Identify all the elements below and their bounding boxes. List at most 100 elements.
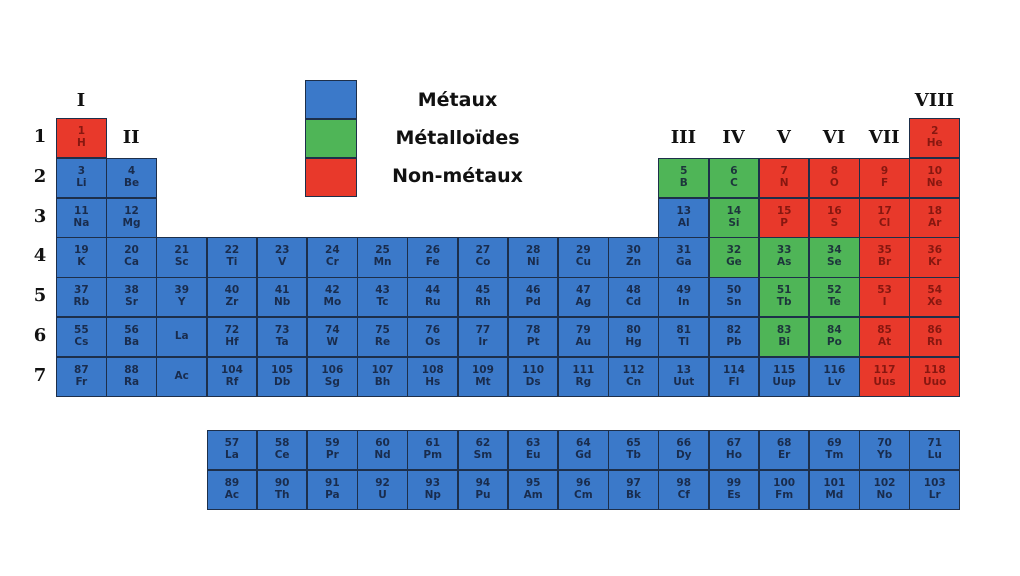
element-cell-s: 16 S xyxy=(809,197,860,238)
atomic-number: 32 xyxy=(726,244,742,257)
element-symbol: C xyxy=(730,176,738,189)
group-label-vii: VII xyxy=(868,127,900,148)
legend-label-metal: Métaux xyxy=(417,89,498,111)
element-cell-rb: 37 Rb xyxy=(56,277,107,318)
atomic-number: 46 xyxy=(525,284,541,297)
element-symbol: Ar xyxy=(928,216,942,229)
element-symbol: Zn xyxy=(625,256,642,269)
atomic-number: 31 xyxy=(676,244,692,257)
atomic-number: 30 xyxy=(626,244,641,257)
element-symbol: Si xyxy=(728,216,740,229)
atomic-number: 82 xyxy=(726,324,742,336)
element-cell-xe: 54 Xe xyxy=(909,277,961,318)
element-symbol: Se xyxy=(827,256,842,269)
element-cell-po: 84 Po xyxy=(809,317,860,358)
atomic-number: 65 xyxy=(626,437,641,449)
element-symbol: K xyxy=(77,256,86,269)
element-cell-v: 23 V xyxy=(256,237,308,278)
element-cell-os: 76 Os xyxy=(407,317,459,358)
element-symbol: Eu xyxy=(525,449,541,461)
element-symbol: Cr xyxy=(325,256,339,269)
element-cell-ce: 58 Ce xyxy=(256,430,308,471)
atomic-number: 109 xyxy=(471,363,494,376)
element-cell-ac: Ac xyxy=(156,356,208,398)
atomic-number: 24 xyxy=(325,244,340,257)
atomic-number: 4 xyxy=(127,164,136,177)
element-symbol: N xyxy=(779,176,789,189)
element-symbol: Er xyxy=(777,449,791,461)
element-cell-uut: 13 Uut xyxy=(658,356,710,398)
atomic-number: 78 xyxy=(525,324,541,336)
element-symbol: Pd xyxy=(525,296,541,309)
element-cell-la: 57 La xyxy=(206,430,258,471)
element-symbol: Xe xyxy=(927,296,943,309)
atomic-number: 48 xyxy=(626,284,641,297)
element-symbol: F xyxy=(880,176,889,189)
element-cell-ge: 32 Ge xyxy=(708,237,760,278)
element-symbol: He xyxy=(926,137,943,149)
element-cell-re: 75 Re xyxy=(357,317,408,358)
element-cell-sm: 62 Sm xyxy=(457,430,509,471)
element-cell-w: 74 W xyxy=(307,317,358,358)
element-cell-gd: 64 Gd xyxy=(558,430,609,471)
element-cell-ds: 110 Ds xyxy=(507,356,559,398)
atomic-number: 42 xyxy=(325,284,340,297)
element-cell-kr: 36 Kr xyxy=(909,237,961,278)
element-cell-au: 79 Au xyxy=(558,317,609,358)
element-symbol: Al xyxy=(677,216,690,229)
atomic-number: 56 xyxy=(124,324,139,336)
element-symbol: Ra xyxy=(123,375,140,388)
element-cell-ga: 31 Ga xyxy=(658,237,710,278)
element-cell-th: 90 Th xyxy=(256,470,308,511)
element-symbol: Cu xyxy=(575,256,591,269)
atomic-number: 106 xyxy=(321,363,344,376)
element-symbol: In xyxy=(678,296,690,309)
element-cell-ir: 77 Ir xyxy=(457,317,509,358)
element-symbol: Li xyxy=(76,176,87,189)
element-cell-ta: 73 Ta xyxy=(256,317,308,358)
element-symbol: Lr xyxy=(928,489,941,501)
element-cell-am: 95 Am xyxy=(507,470,559,511)
element-cell-uuo: 118 Uuo xyxy=(909,356,961,398)
element-cell-tb: 65 Tb xyxy=(608,430,659,471)
atomic-number: 20 xyxy=(124,244,139,257)
element-cell-yb: 70 Yb xyxy=(859,430,910,471)
atomic-number: 53 xyxy=(877,284,892,297)
atomic-number: 87 xyxy=(74,363,89,376)
element-cell-ne: 10 Ne xyxy=(909,157,961,199)
element-symbol: Cd xyxy=(625,296,642,309)
atomic-number: 6 xyxy=(730,164,738,177)
atomic-number: 5 xyxy=(680,164,688,177)
element-cell-in: 49 In xyxy=(658,277,710,318)
element-cell-pt: 78 Pt xyxy=(507,317,559,358)
atomic-number: 39 xyxy=(174,284,190,297)
element-cell-cr: 24 Cr xyxy=(307,237,358,278)
element-symbol: Re xyxy=(374,336,391,348)
atomic-number: 84 xyxy=(827,324,842,336)
group-label-i: I xyxy=(76,90,86,111)
group-label-vi: VI xyxy=(822,127,846,148)
element-symbol: O xyxy=(829,176,839,189)
atomic-number: 44 xyxy=(425,284,441,297)
element-symbol: Ge xyxy=(726,256,742,269)
element-symbol: Yb xyxy=(876,449,893,461)
element-symbol: Ru xyxy=(424,296,441,309)
element-symbol: Ho xyxy=(725,449,742,461)
element-cell-zn: 30 Zn xyxy=(608,237,659,278)
element-cell-dy: 66 Dy xyxy=(658,430,710,471)
element-symbol: Mn xyxy=(373,256,392,269)
element-symbol: Ti xyxy=(226,256,238,269)
element-symbol: Nb xyxy=(273,296,291,309)
element-symbol: Np xyxy=(424,489,441,501)
element-symbol: Uut xyxy=(673,375,695,388)
element-cell-p: 15 P xyxy=(758,197,810,238)
element-cell-sg: 106 Sg xyxy=(307,356,358,398)
element-symbol: Md xyxy=(825,489,844,501)
atomic-number: 17 xyxy=(877,204,892,217)
element-cell-rn: 86 Rn xyxy=(909,317,961,358)
element-cell-ra: 88 Ra xyxy=(106,356,157,398)
atomic-number: 13 xyxy=(676,204,692,217)
atomic-number: 61 xyxy=(425,437,441,449)
element-symbol: Gd xyxy=(575,449,592,461)
element-symbol: As xyxy=(776,256,792,269)
